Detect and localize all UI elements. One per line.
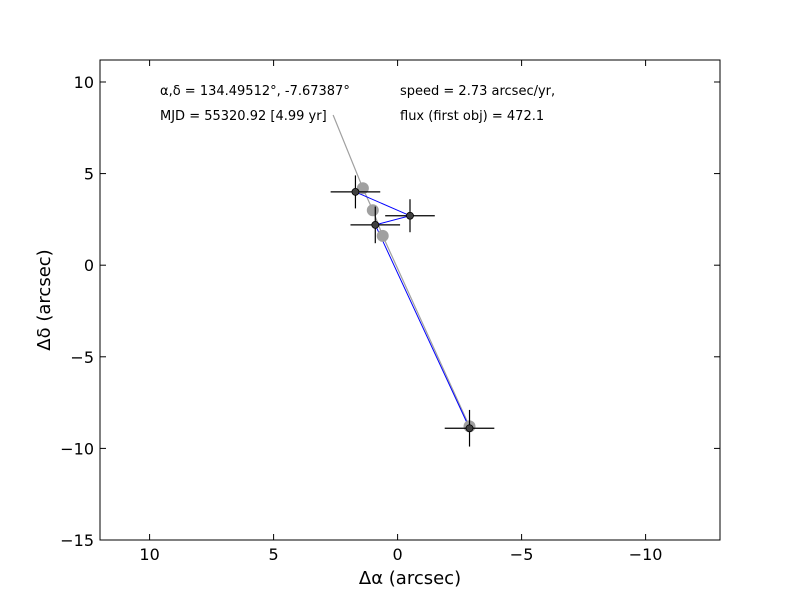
y-tick-label: 0 (84, 256, 94, 275)
gray-track-line (332, 114, 471, 427)
x-tick-label: −10 (629, 545, 663, 564)
annotation-flux: flux (first obj) = 472.1 (400, 109, 544, 124)
observed-point (371, 220, 380, 229)
y-ticks: 10 5 0 −5 −10 −15 (60, 73, 720, 550)
x-tick-label: 0 (393, 545, 403, 564)
predicted-point (356, 182, 369, 195)
y-tick-label: −15 (60, 531, 94, 550)
y-tick-label: −10 (60, 439, 94, 458)
x-ticks: 10 5 0 −5 −10 (139, 60, 662, 564)
x-tick-label: 5 (269, 545, 279, 564)
plot-frame (99, 59, 721, 541)
y-tick-label: 5 (84, 165, 94, 184)
annotation-mjd: MJD = 55320.92 [4.99 yr] (160, 109, 327, 124)
observed-point (406, 211, 414, 220)
x-tick-label: 10 (139, 545, 159, 564)
annotation-speed: speed = 2.73 arcsec/yr, (400, 84, 555, 99)
y-tick-label: 10 (74, 73, 94, 92)
observed-points (351, 188, 474, 433)
annotation-radec: α,δ = 134.49512°, -7.67387° (160, 84, 350, 99)
observed-point (465, 424, 474, 433)
predicted-point (366, 204, 379, 217)
blue-track-line (355, 191, 470, 429)
x-axis-label: Δα (arcsec) (359, 568, 461, 589)
predicted-point (376, 229, 389, 242)
x-tick-label: −5 (510, 545, 534, 564)
observed-point (351, 188, 360, 196)
predicted-points (356, 182, 476, 433)
tracks (332, 114, 471, 429)
y-axis-label: Δδ (arcsec) (34, 249, 55, 350)
y-tick-label: −5 (70, 348, 94, 367)
